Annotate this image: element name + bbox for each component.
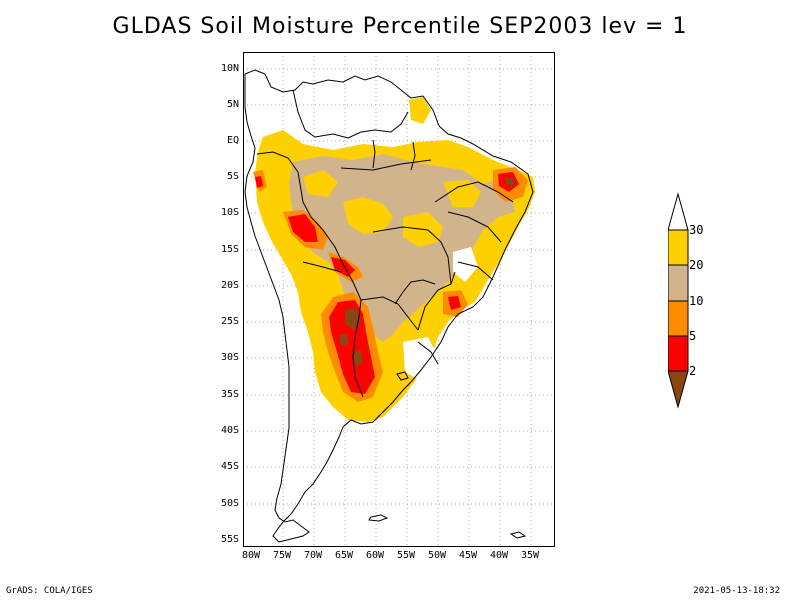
lat-label-15s: 15S: [220, 244, 239, 255]
colorbar-segment-20-30: [668, 229, 689, 266]
lon-label-70w: 70W: [303, 550, 323, 561]
lat-label-20s: 20S: [220, 280, 239, 291]
colorbar-label-20: 20: [689, 258, 704, 272]
colorbar-segment-2-5: [668, 335, 689, 372]
lat-label-35s: 35S: [220, 389, 239, 400]
lon-label-50w: 50W: [427, 550, 447, 561]
lon-label-45w: 45W: [458, 550, 478, 561]
footer-timestamp: 2021-05-13-18:32: [693, 586, 780, 596]
lat-label-40s: 40S: [220, 425, 239, 436]
colorbar-label-5: 5: [689, 329, 697, 343]
colorbar-segment-below-2: [668, 370, 689, 409]
map-panel: [243, 52, 555, 547]
colorbar-label-10: 10: [689, 294, 704, 308]
colorbar-segment-5-10: [668, 300, 689, 337]
lon-label-60w: 60W: [365, 550, 385, 561]
lon-label-55w: 55W: [396, 550, 416, 561]
lon-label-80w: 80W: [241, 550, 261, 561]
colorbar-label-2: 2: [689, 364, 697, 378]
lat-label-45s: 45S: [220, 461, 239, 472]
lon-label-35w: 35W: [520, 550, 540, 561]
colorbar-label-30: 30: [689, 223, 704, 237]
footer-credit: GrADS: COLA/IGES: [6, 586, 93, 596]
lon-label-75w: 75W: [272, 550, 292, 561]
lat-label-5n: 5N: [226, 99, 239, 110]
lat-label-10s: 10S: [220, 207, 239, 218]
lat-label-eq: EQ: [226, 135, 239, 146]
lat-label-10n: 10N: [220, 63, 239, 74]
lat-label-25s: 25S: [220, 316, 239, 327]
map-border: [243, 52, 555, 547]
soil-moisture-shading: [253, 97, 535, 432]
soil-moisture-map: [243, 52, 555, 547]
colorbar: [668, 192, 689, 409]
lon-label-40w: 40W: [489, 550, 509, 561]
lon-label-65w: 65W: [334, 550, 354, 561]
colorbar-segment-above-30: [668, 192, 689, 231]
coastlines-and-borders: [244, 69, 534, 543]
lat-label-5s: 5S: [226, 171, 239, 182]
colorbar-segment-10-20: [668, 264, 689, 302]
map-title: GLDAS Soil Moisture Percentile SEP2003 l…: [112, 14, 688, 39]
lat-label-30s: 30S: [220, 352, 239, 363]
lat-label-55s: 55S: [220, 534, 239, 545]
lat-label-50s: 50S: [220, 498, 239, 509]
